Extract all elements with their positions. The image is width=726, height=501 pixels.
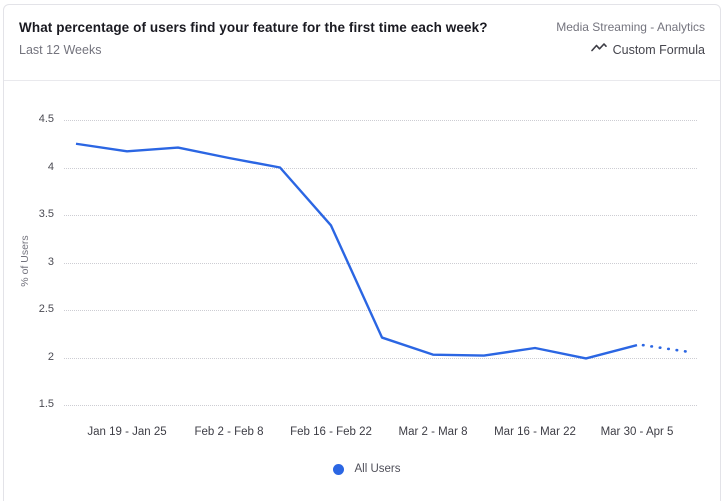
- project-source-label: Media Streaming - Analytics: [556, 20, 705, 34]
- chart-card: What percentage of users find your featu…: [3, 4, 721, 501]
- legend-item-all-users[interactable]: All Users: [333, 463, 401, 475]
- chart-card-header: What percentage of users find your featu…: [4, 5, 720, 81]
- chart-date-range: Last 12 Weeks: [19, 43, 102, 57]
- chart-title: What percentage of users find your featu…: [19, 20, 488, 35]
- chart-type-label: Custom Formula: [612, 42, 705, 57]
- chart-type-row[interactable]: Custom Formula: [556, 42, 705, 57]
- header-right: Media Streaming - Analytics Custom Formu…: [556, 20, 705, 57]
- header-left: What percentage of users find your featu…: [19, 20, 488, 57]
- line-chart-icon: [590, 42, 607, 57]
- legend-series-dot-icon: [333, 463, 345, 475]
- chart-legend: All Users: [4, 463, 726, 475]
- legend-series-label: All Users: [354, 463, 401, 475]
